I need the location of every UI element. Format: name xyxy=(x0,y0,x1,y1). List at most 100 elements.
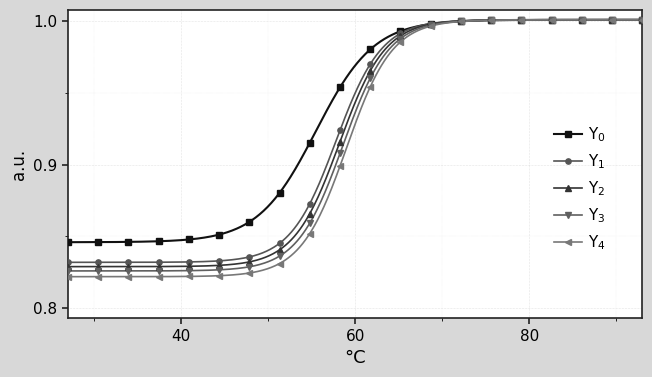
Y$_0$ xyxy=(125,240,132,244)
Y$_3$ xyxy=(336,151,344,156)
Y$_1$ xyxy=(396,31,404,36)
X-axis label: °C: °C xyxy=(344,349,366,367)
Y$_0$ xyxy=(366,47,374,52)
Y$_4$ xyxy=(518,18,526,22)
Y$_0$ xyxy=(276,191,284,195)
Y$_0$ xyxy=(64,240,72,244)
Y$_2$ xyxy=(578,17,585,22)
Y$_3$ xyxy=(155,268,162,273)
Y$_1$ xyxy=(578,17,585,22)
Y$_0$ xyxy=(245,220,253,224)
Y$_3$ xyxy=(457,19,465,23)
Y$_1$ xyxy=(185,260,193,264)
Y$_3$ xyxy=(276,254,284,258)
Y$_0$ xyxy=(608,17,616,22)
Y$_0$ xyxy=(396,29,404,34)
Y$_4$ xyxy=(578,17,585,22)
Y$_0$ xyxy=(306,141,314,145)
Y$_2$ xyxy=(125,264,132,269)
Y$_3$ xyxy=(185,268,193,273)
Y$_4$ xyxy=(366,84,374,89)
Y$_0$ xyxy=(95,240,102,244)
Y$_1$ xyxy=(95,260,102,265)
Line: Y$_2$: Y$_2$ xyxy=(65,17,645,270)
Y$_3$ xyxy=(427,23,435,28)
Y$_0$ xyxy=(155,239,162,244)
Y$_2$ xyxy=(276,248,284,252)
Y$_1$ xyxy=(638,17,646,22)
Y$_2$ xyxy=(396,34,404,38)
Line: Y$_0$: Y$_0$ xyxy=(65,17,645,245)
Y$_1$ xyxy=(125,260,132,265)
Y$_4$ xyxy=(548,18,556,22)
Y$_0$ xyxy=(336,85,344,90)
Y$_4$ xyxy=(215,273,223,278)
Y$_3$ xyxy=(487,18,495,22)
Y$_3$ xyxy=(64,269,72,273)
Y$_4$ xyxy=(487,18,495,23)
Y$_1$ xyxy=(366,62,374,66)
Y$_0$ xyxy=(548,18,556,22)
Y$_4$ xyxy=(457,19,465,24)
Y$_2$ xyxy=(336,139,344,144)
Y$_4$ xyxy=(276,261,284,266)
Y$_2$ xyxy=(64,264,72,269)
Y$_3$ xyxy=(578,17,585,22)
Y$_3$ xyxy=(125,269,132,273)
Y$_3$ xyxy=(608,17,616,22)
Y$_2$ xyxy=(518,18,526,22)
Line: Y$_4$: Y$_4$ xyxy=(65,17,645,279)
Y$_3$ xyxy=(95,269,102,273)
Y$_2$ xyxy=(427,22,435,26)
Y$_1$ xyxy=(245,255,253,259)
Y$_1$ xyxy=(276,241,284,245)
Y$_3$ xyxy=(245,265,253,269)
Y$_0$ xyxy=(185,237,193,242)
Y$_4$ xyxy=(95,274,102,279)
Y$_1$ xyxy=(215,259,223,263)
Y$_3$ xyxy=(366,76,374,81)
Y$_3$ xyxy=(215,268,223,272)
Y$_4$ xyxy=(245,271,253,275)
Y$_1$ xyxy=(548,17,556,22)
Legend: Y$_0$, Y$_1$, Y$_2$, Y$_3$, Y$_4$: Y$_0$, Y$_1$, Y$_2$, Y$_3$, Y$_4$ xyxy=(548,119,612,258)
Y$_1$ xyxy=(487,18,495,22)
Y$_0$ xyxy=(518,18,526,22)
Y$_0$ xyxy=(215,232,223,237)
Y$_2$ xyxy=(487,18,495,22)
Y$_4$ xyxy=(185,274,193,279)
Y$_2$ xyxy=(185,264,193,268)
Y$_0$ xyxy=(578,17,585,22)
Y$_0$ xyxy=(487,18,495,23)
Y$_2$ xyxy=(95,264,102,269)
Y$_4$ xyxy=(64,274,72,279)
Y$_2$ xyxy=(245,260,253,264)
Y$_0$ xyxy=(427,22,435,26)
Y$_2$ xyxy=(457,19,465,23)
Y$_4$ xyxy=(427,24,435,28)
Y$_4$ xyxy=(125,274,132,279)
Y$_1$ xyxy=(336,128,344,133)
Y$_0$ xyxy=(457,19,465,23)
Y$_4$ xyxy=(638,17,646,22)
Y$_3$ xyxy=(638,17,646,22)
Y$_2$ xyxy=(155,264,162,269)
Y-axis label: a.u.: a.u. xyxy=(10,149,28,179)
Y$_1$ xyxy=(306,201,314,206)
Y$_4$ xyxy=(306,231,314,236)
Y$_1$ xyxy=(518,18,526,22)
Y$_1$ xyxy=(457,18,465,23)
Y$_2$ xyxy=(366,69,374,73)
Line: Y$_3$: Y$_3$ xyxy=(65,17,645,274)
Y$_4$ xyxy=(155,274,162,279)
Y$_1$ xyxy=(608,17,616,22)
Y$_3$ xyxy=(518,18,526,22)
Y$_0$ xyxy=(638,17,646,22)
Y$_2$ xyxy=(215,263,223,268)
Y$_1$ xyxy=(155,260,162,265)
Y$_3$ xyxy=(396,36,404,41)
Y$_3$ xyxy=(548,18,556,22)
Y$_2$ xyxy=(306,211,314,216)
Y$_4$ xyxy=(608,17,616,22)
Y$_1$ xyxy=(427,21,435,26)
